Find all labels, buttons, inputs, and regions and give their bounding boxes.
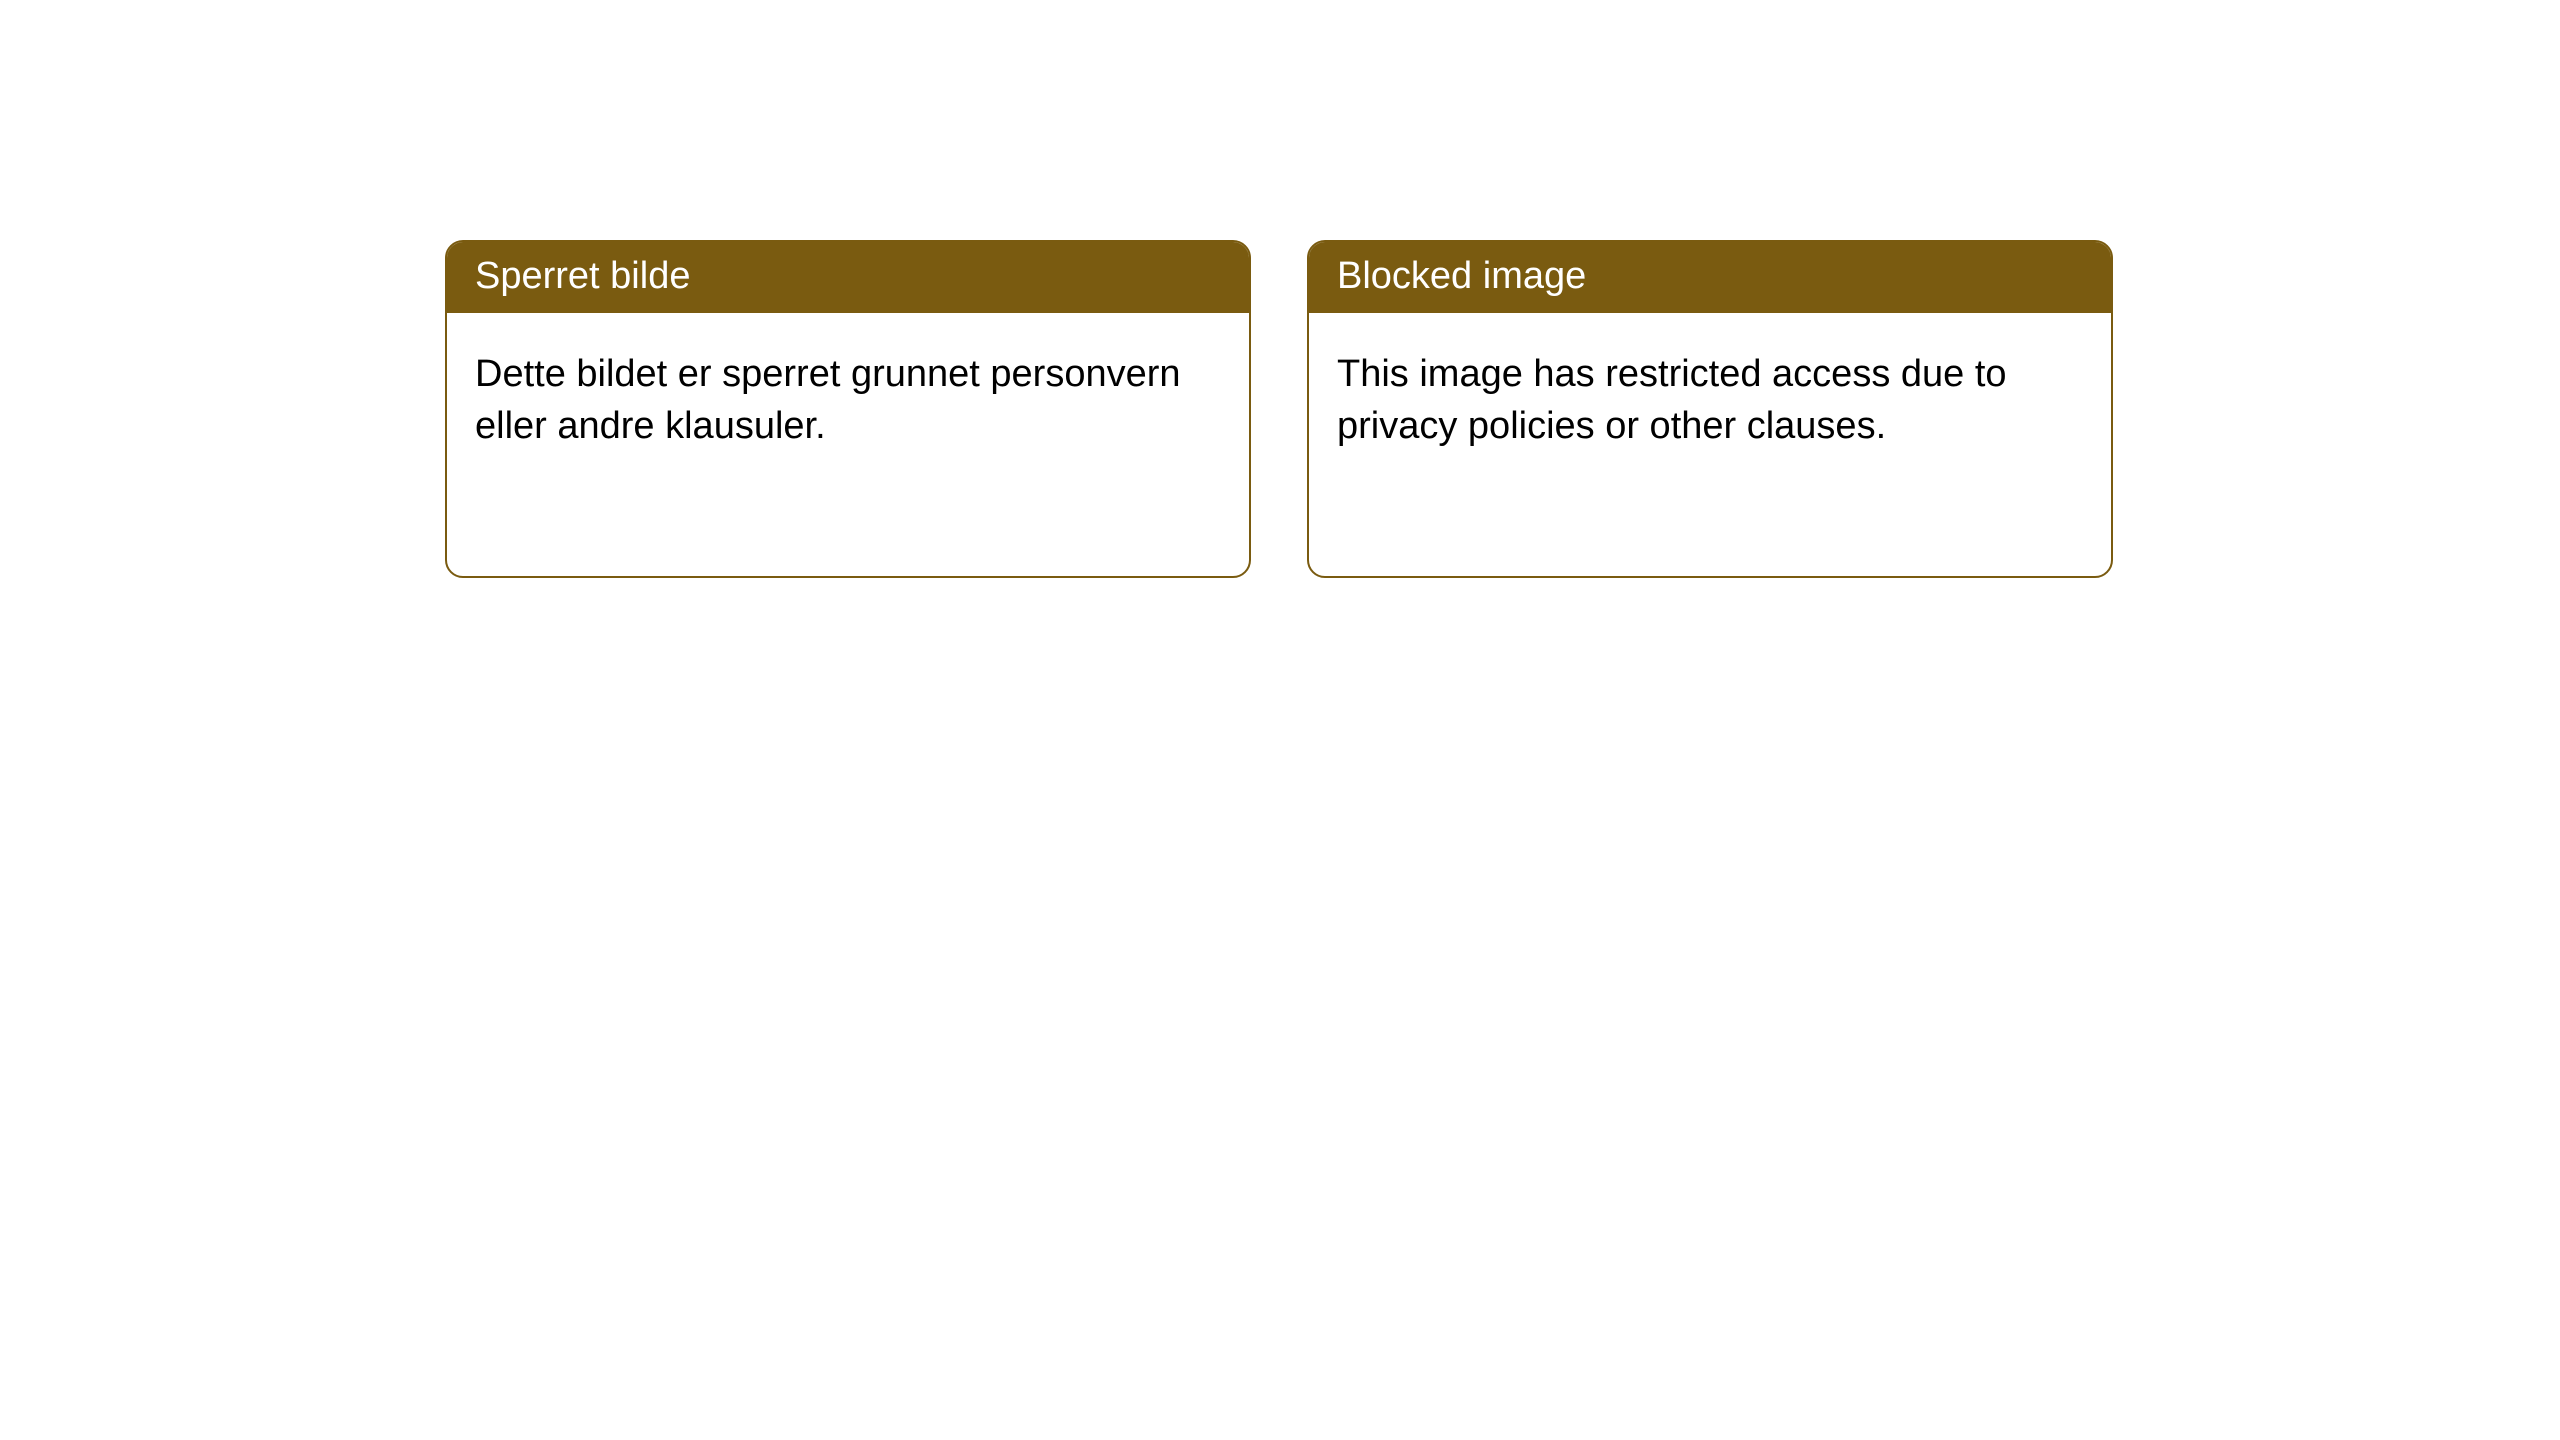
notice-body: Dette bildet er sperret grunnet personve… xyxy=(447,313,1249,488)
notice-container: Sperret bilde Dette bildet er sperret gr… xyxy=(0,0,2560,578)
notice-card-norwegian: Sperret bilde Dette bildet er sperret gr… xyxy=(445,240,1251,578)
notice-body: This image has restricted access due to … xyxy=(1309,313,2111,488)
notice-header: Sperret bilde xyxy=(447,242,1249,313)
notice-card-english: Blocked image This image has restricted … xyxy=(1307,240,2113,578)
notice-header: Blocked image xyxy=(1309,242,2111,313)
